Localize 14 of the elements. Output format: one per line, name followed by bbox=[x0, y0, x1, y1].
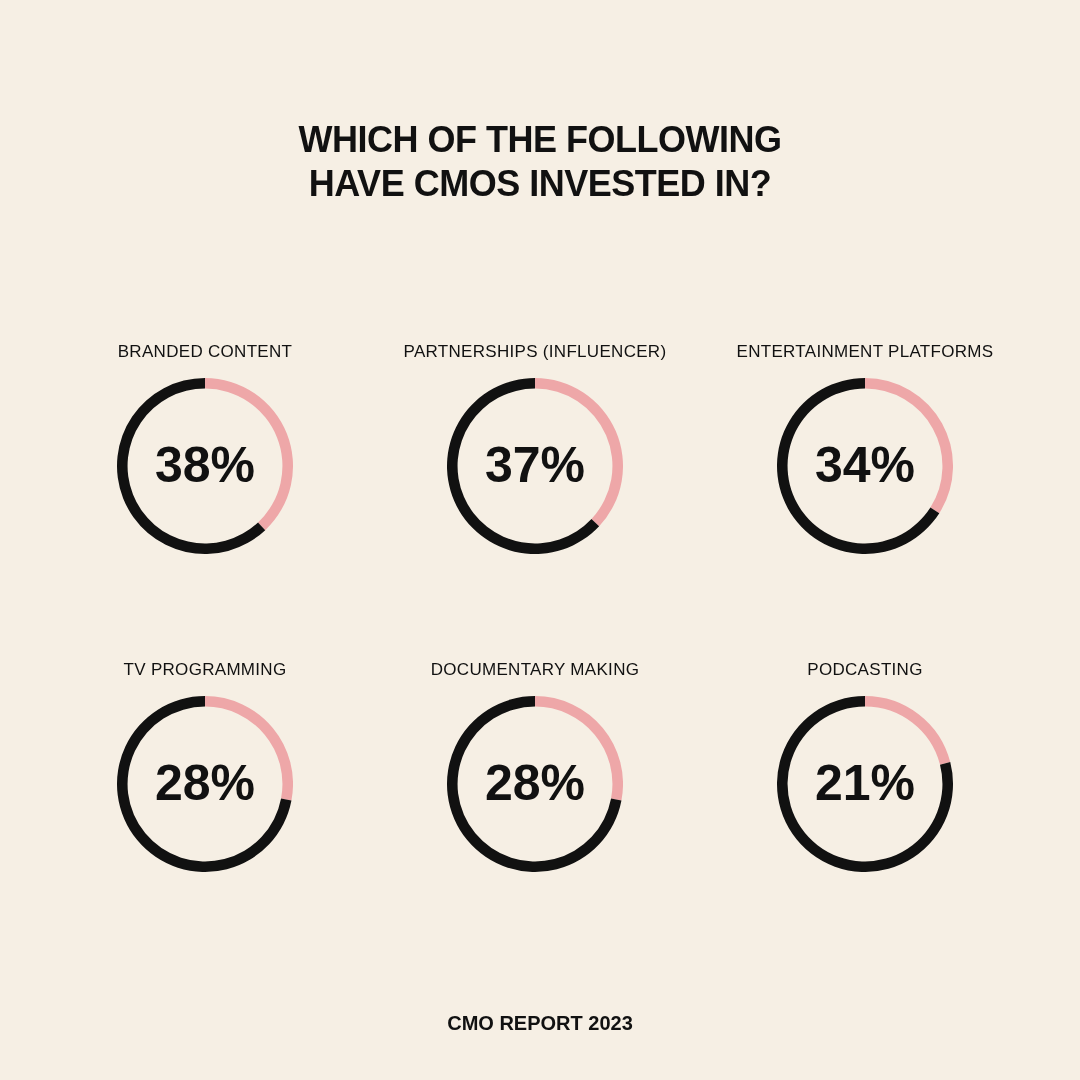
text: 37% bbox=[484, 436, 586, 493]
chart-title: BRANDED CONTENT bbox=[117, 342, 293, 362]
chart-title: PARTNERSHIPS (INFLUENCER) bbox=[403, 342, 667, 362]
chart-title: ENTERTAINMENT PLATFORMS bbox=[736, 342, 994, 362]
chart-title: PODCASTING bbox=[807, 660, 923, 680]
text: CMO REPORT 2023 bbox=[446, 1012, 634, 1035]
text: WHICH OF THE FOLLOWING HAVE CMOS INVESTED IN? bbox=[297, 118, 783, 206]
text: 38% bbox=[154, 436, 256, 493]
text: 28% bbox=[484, 754, 586, 811]
text: 28% bbox=[154, 754, 256, 811]
text: 34% bbox=[814, 436, 916, 493]
chart-title: TV PROGRAMMING bbox=[123, 660, 287, 680]
chart-title: DOCUMENTARY MAKING bbox=[430, 660, 640, 680]
text: 21% bbox=[814, 754, 916, 811]
